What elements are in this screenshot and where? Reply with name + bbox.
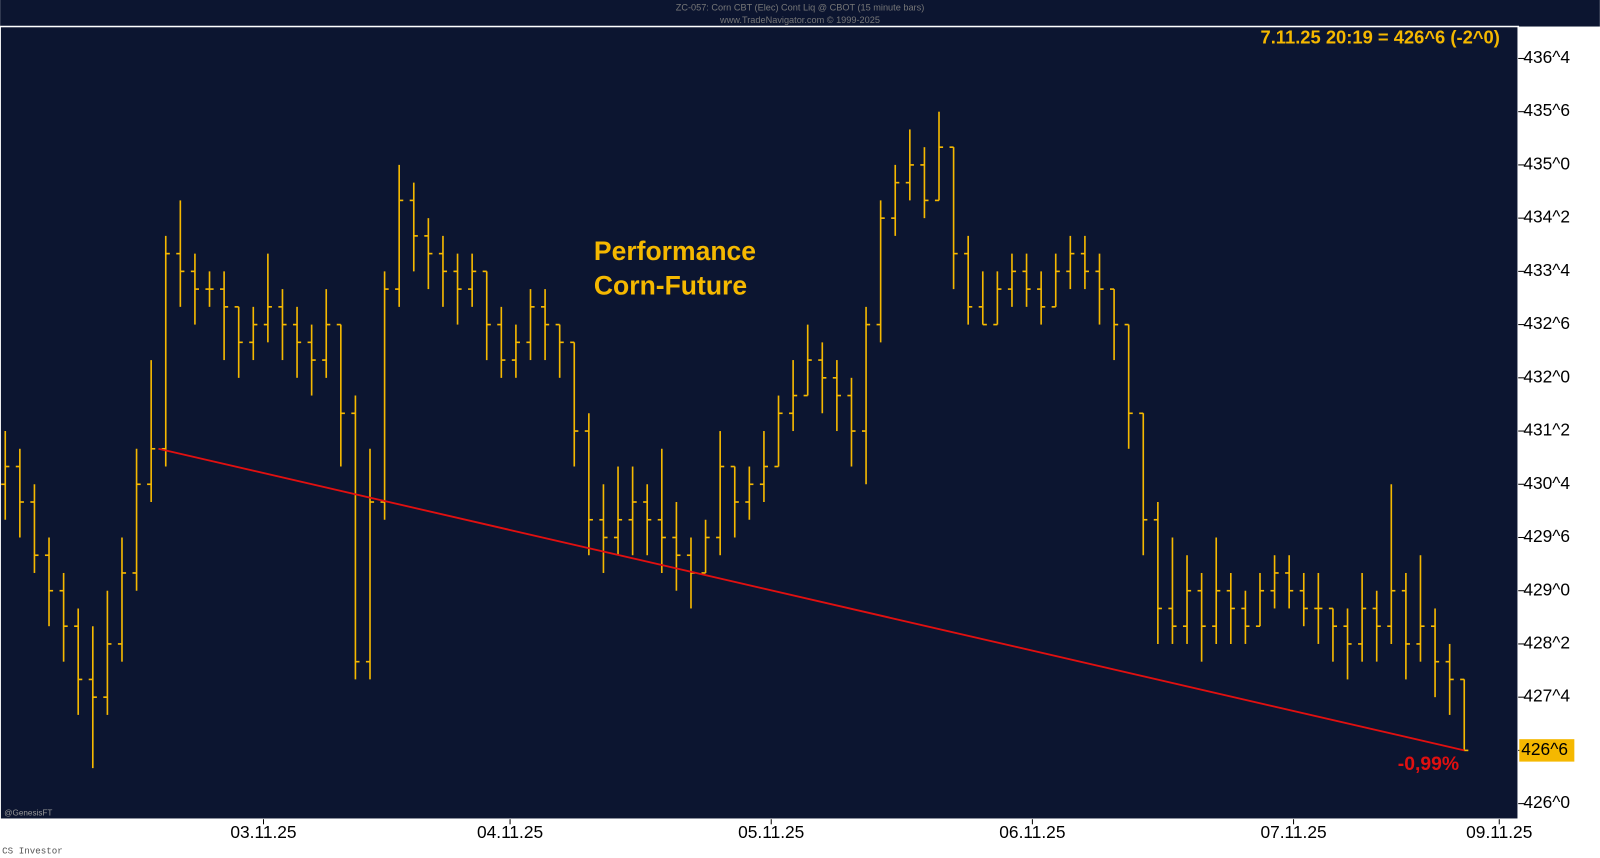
annotation-title: Performance bbox=[594, 236, 756, 266]
y-tick-label: 430^4 bbox=[1523, 473, 1570, 493]
x-tick-label: 03.11.25 bbox=[230, 822, 296, 842]
y-tick-label: 435^0 bbox=[1523, 153, 1570, 173]
bars bbox=[1, 111, 1469, 769]
y-tick-label: 436^4 bbox=[1523, 47, 1570, 67]
y-tick-label: 435^6 bbox=[1523, 100, 1570, 120]
x-tick-label: 07.11.25 bbox=[1260, 822, 1326, 842]
header-source: www.TradeNavigator.com © 1999-2025 bbox=[719, 15, 880, 25]
plot-area bbox=[0, 25, 1519, 820]
x-tick-label: 05.11.25 bbox=[738, 822, 804, 842]
y-tick-label: 434^2 bbox=[1523, 207, 1570, 227]
header-strip bbox=[0, 0, 1600, 27]
price-marker-label: 426^6 bbox=[1521, 739, 1568, 759]
y-tick-label: 433^4 bbox=[1523, 260, 1570, 280]
y-tick-label: 429^6 bbox=[1523, 526, 1570, 546]
y-tick-label: 427^4 bbox=[1523, 686, 1570, 706]
annotation-title: Corn-Future bbox=[594, 271, 747, 301]
x-tick-label: 04.11.25 bbox=[477, 822, 543, 842]
y-tick-label: 431^2 bbox=[1523, 420, 1570, 440]
header-title: ZC-057: Corn CBT (Elec) Cont Liq @ CBOT … bbox=[676, 3, 925, 13]
y-tick-label: 428^2 bbox=[1523, 633, 1570, 653]
footer: CS Investor bbox=[2, 845, 63, 856]
price-marker bbox=[1519, 739, 1575, 762]
trendline-label: -0,99% bbox=[1398, 753, 1459, 775]
y-tick-label: 426^0 bbox=[1523, 792, 1570, 812]
y-tick-label: 432^6 bbox=[1523, 313, 1570, 333]
watermark: @GenesisFT bbox=[4, 808, 52, 817]
trendline bbox=[158, 447, 1465, 752]
x-tick-label: 09.11.25 bbox=[1466, 822, 1532, 842]
y-tick-label: 429^0 bbox=[1523, 579, 1570, 599]
last-quote: 7.11.25 20:19 = 426^6 (-2^0) bbox=[1260, 27, 1499, 48]
x-tick-label: 06.11.25 bbox=[999, 822, 1065, 842]
y-tick-label: 432^0 bbox=[1523, 366, 1570, 386]
